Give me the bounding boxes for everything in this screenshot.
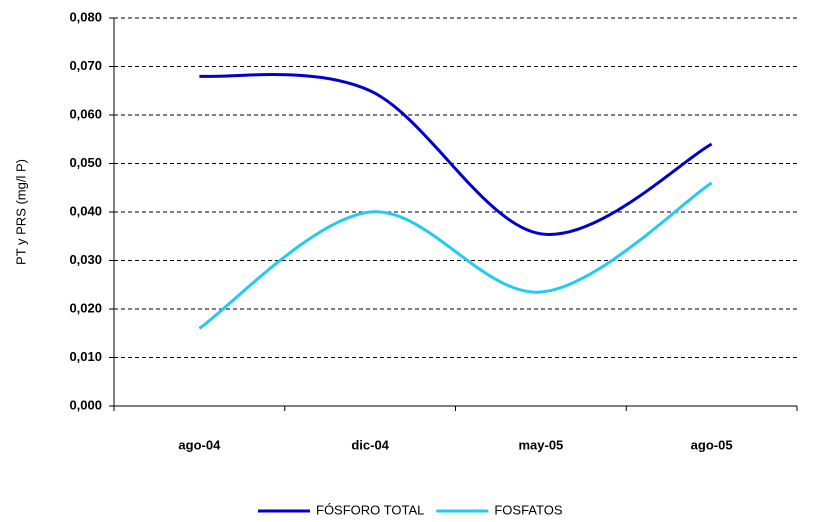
x-tick-label: ago-04 [178, 437, 221, 452]
y-tick-label: 0,040 [69, 203, 102, 218]
x-tick-label: dic-04 [351, 437, 389, 452]
legend-label: FOSFATOS [494, 502, 562, 517]
x-tick-label: may-05 [518, 437, 563, 452]
y-tick-label: 0,070 [69, 58, 102, 73]
series-line [199, 73, 713, 236]
legend-label: FÓSFORO TOTAL [316, 502, 424, 517]
y-tick-label: 0,060 [69, 106, 102, 121]
y-tick-label: 0,010 [69, 349, 102, 364]
y-tick-label: 0,030 [69, 252, 102, 267]
y-tick-label: 0,020 [69, 300, 102, 315]
x-tick-label: ago-05 [691, 437, 733, 452]
y-tick-label: 0,080 [69, 9, 102, 24]
series-line [198, 181, 713, 330]
y-axis-label: PT y PRS (mg/l P) [13, 159, 28, 265]
y-tick-label: 0,050 [69, 155, 102, 170]
y-tick-label: 0,000 [69, 397, 102, 412]
